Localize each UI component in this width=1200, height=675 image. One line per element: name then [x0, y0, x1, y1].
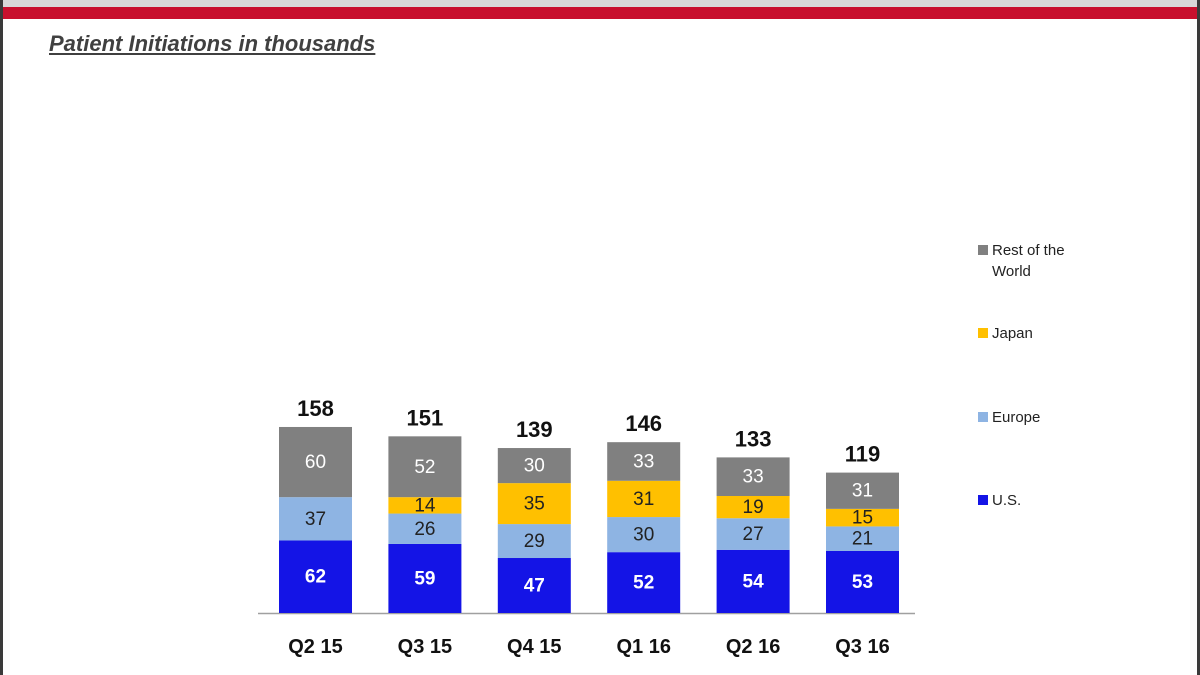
data-label-europe-q3-16: 21: [852, 529, 873, 550]
data-label-u-s-q3-15: 59: [414, 568, 435, 589]
bar-u-s-q3-15: [388, 543, 462, 613]
x-tick-label-q2-15: Q2 15: [288, 636, 342, 658]
bar-europe-q2-16: [716, 518, 790, 550]
data-label-japan-q3-16: 15: [852, 508, 873, 529]
data-label-japan-q3-15: 14: [414, 495, 436, 516]
bar-rest-of-the-world-q2-16: [716, 457, 790, 496]
legend-label-us: U.S.: [992, 492, 1022, 509]
data-label-u-s-q2-16: 54: [743, 571, 765, 592]
bar-u-s-q2-16: [716, 549, 790, 613]
data-label-u-s-q1-16: 52: [633, 573, 654, 594]
legend-swatch-rest-of-world: [978, 245, 988, 255]
data-label-japan-q1-16: 31: [633, 489, 654, 510]
data-label-rest-of-the-world-q3-15: 52: [414, 457, 435, 478]
data-label-rest-of-the-world-q2-15: 60: [305, 452, 326, 473]
legend-swatch-us: [978, 495, 988, 505]
total-label-q3-16: 119: [845, 442, 881, 467]
bar-europe-q1-16: [607, 517, 681, 553]
legend-swatch-europe: [978, 412, 988, 422]
total-label-q4-15: 139: [516, 417, 553, 442]
bar-rest-of-the-world-q4-15: [497, 448, 571, 484]
x-tick-label-q1-16: Q1 16: [616, 636, 670, 658]
data-label-japan-q4-15: 35: [524, 494, 545, 515]
x-tick-label-q2-16: Q2 16: [726, 636, 780, 658]
total-label-q3-15: 151: [407, 405, 444, 430]
bar-u-s-q4-15: [497, 558, 571, 613]
data-label-rest-of-the-world-q4-15: 30: [524, 456, 545, 477]
legend-label-rest-of-world: Rest of the World: [992, 242, 1065, 280]
data-label-europe-q4-15: 29: [524, 531, 545, 552]
bar-rest-of-the-world-q1-16: [607, 442, 681, 481]
data-label-u-s-q2-15: 62: [305, 567, 326, 588]
data-label-rest-of-the-world-q1-16: 33: [633, 451, 654, 472]
header-accent-bar: [0, 7, 1200, 19]
total-label-q2-15: 158: [297, 396, 334, 421]
bar-europe-q3-16: [826, 526, 899, 551]
bar-japan-q3-15: [388, 497, 462, 514]
data-label-europe-q1-16: 30: [633, 525, 654, 546]
bar-u-s-q3-16: [826, 550, 899, 613]
x-tick-label-q3-15: Q3 15: [398, 636, 452, 658]
total-label-q1-16: 146: [625, 411, 662, 436]
legend-item-japan: Japan: [978, 323, 1082, 344]
right-border: [1197, 0, 1200, 675]
bar-japan-q3-16: [826, 508, 899, 527]
bar-u-s-q2-15: [279, 540, 352, 613]
left-border: [0, 0, 3, 675]
legend-swatch-japan: [978, 328, 988, 338]
bar-rest-of-the-world-q3-16: [826, 472, 899, 509]
data-label-japan-q2-16: 19: [743, 497, 764, 518]
data-label-u-s-q4-15: 47: [524, 576, 545, 597]
legend-item-europe: Europe: [978, 407, 1082, 428]
data-label-u-s-q3-16: 53: [852, 572, 873, 593]
legend-item-rest-of-world: Rest of the World: [978, 240, 1082, 282]
bar-europe-q2-15: [279, 497, 352, 541]
x-tick-label-q3-16: Q3 16: [835, 636, 889, 658]
data-label-europe-q3-15: 26: [414, 519, 435, 540]
data-label-rest-of-the-world-q2-16: 33: [743, 467, 764, 488]
data-label-rest-of-the-world-q3-16: 31: [852, 481, 873, 502]
bar-rest-of-the-world-q3-15: [388, 436, 462, 498]
bar-europe-q3-15: [388, 513, 462, 544]
bar-u-s-q1-16: [607, 552, 681, 613]
page-title: Patient Initiations in thousands: [49, 31, 376, 56]
legend-item-us: U.S.: [978, 490, 1082, 511]
bar-japan-q1-16: [607, 480, 681, 518]
legend-label-japan: Japan: [992, 325, 1033, 342]
x-tick-label-q4-15: Q4 15: [507, 636, 561, 658]
bar-rest-of-the-world-q2-15: [279, 426, 352, 498]
bar-japan-q2-16: [716, 496, 790, 519]
data-label-europe-q2-16: 27: [743, 524, 764, 545]
bar-japan-q4-15: [497, 483, 571, 525]
legend-label-europe: Europe: [992, 409, 1041, 426]
data-label-europe-q2-15: 37: [305, 509, 326, 530]
header-shadow: [0, 0, 1200, 8]
total-label-q2-16: 133: [735, 426, 772, 451]
bar-europe-q4-15: [497, 524, 571, 559]
